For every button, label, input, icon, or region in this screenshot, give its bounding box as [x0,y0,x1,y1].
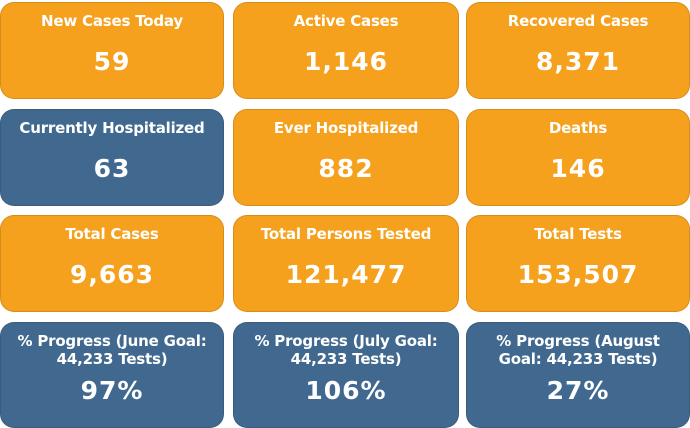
card-value: 882 [318,154,374,183]
card-value: 8,371 [535,47,621,76]
card-value: 97% [80,376,144,405]
june-goal-progress-card: % Progress (June Goal: 44,233 Tests) 97% [0,322,224,428]
july-goal-progress-card: % Progress (July Goal: 44,233 Tests) 106… [233,322,459,428]
total-cases-card: Total Cases 9,663 [0,215,224,312]
card-label: Active Cases [293,12,399,30]
card-label: Total Persons Tested [260,225,432,243]
card-label: Currently Hospitalized [19,119,205,137]
card-label: Ever Hospitalized [273,119,419,137]
new-cases-today-card: New Cases Today 59 [0,2,224,99]
card-label: Recovered Cases [507,12,649,30]
card-label: Total Tests [534,225,622,243]
card-value: 27% [546,376,610,405]
card-label: Total Cases [65,225,159,243]
card-label: Deaths [548,119,608,137]
total-tests-card: Total Tests 153,507 [466,215,690,312]
card-value: 146 [550,154,606,183]
card-value: 1,146 [303,47,389,76]
card-label: % Progress (August Goal: 44,233 Tests) [496,332,660,368]
ever-hospitalized-card: Ever Hospitalized 882 [233,109,459,206]
card-value: 63 [93,154,131,183]
recovered-cases-card: Recovered Cases 8,371 [466,2,690,99]
card-label: New Cases Today [41,12,183,30]
card-value: 9,663 [69,260,155,289]
card-value: 121,477 [285,260,407,289]
card-label: % Progress (June Goal: 44,233 Tests) [17,332,207,368]
card-value: 106% [305,376,387,405]
currently-hospitalized-card: Currently Hospitalized 63 [0,109,224,206]
card-value: 153,507 [517,260,639,289]
total-persons-tested-card: Total Persons Tested 121,477 [233,215,459,312]
august-goal-progress-card: % Progress (August Goal: 44,233 Tests) 2… [466,322,690,428]
card-label: % Progress (July Goal: 44,233 Tests) [254,332,438,368]
card-value: 59 [93,47,131,76]
active-cases-card: Active Cases 1,146 [233,2,459,99]
deaths-card: Deaths 146 [466,109,690,206]
